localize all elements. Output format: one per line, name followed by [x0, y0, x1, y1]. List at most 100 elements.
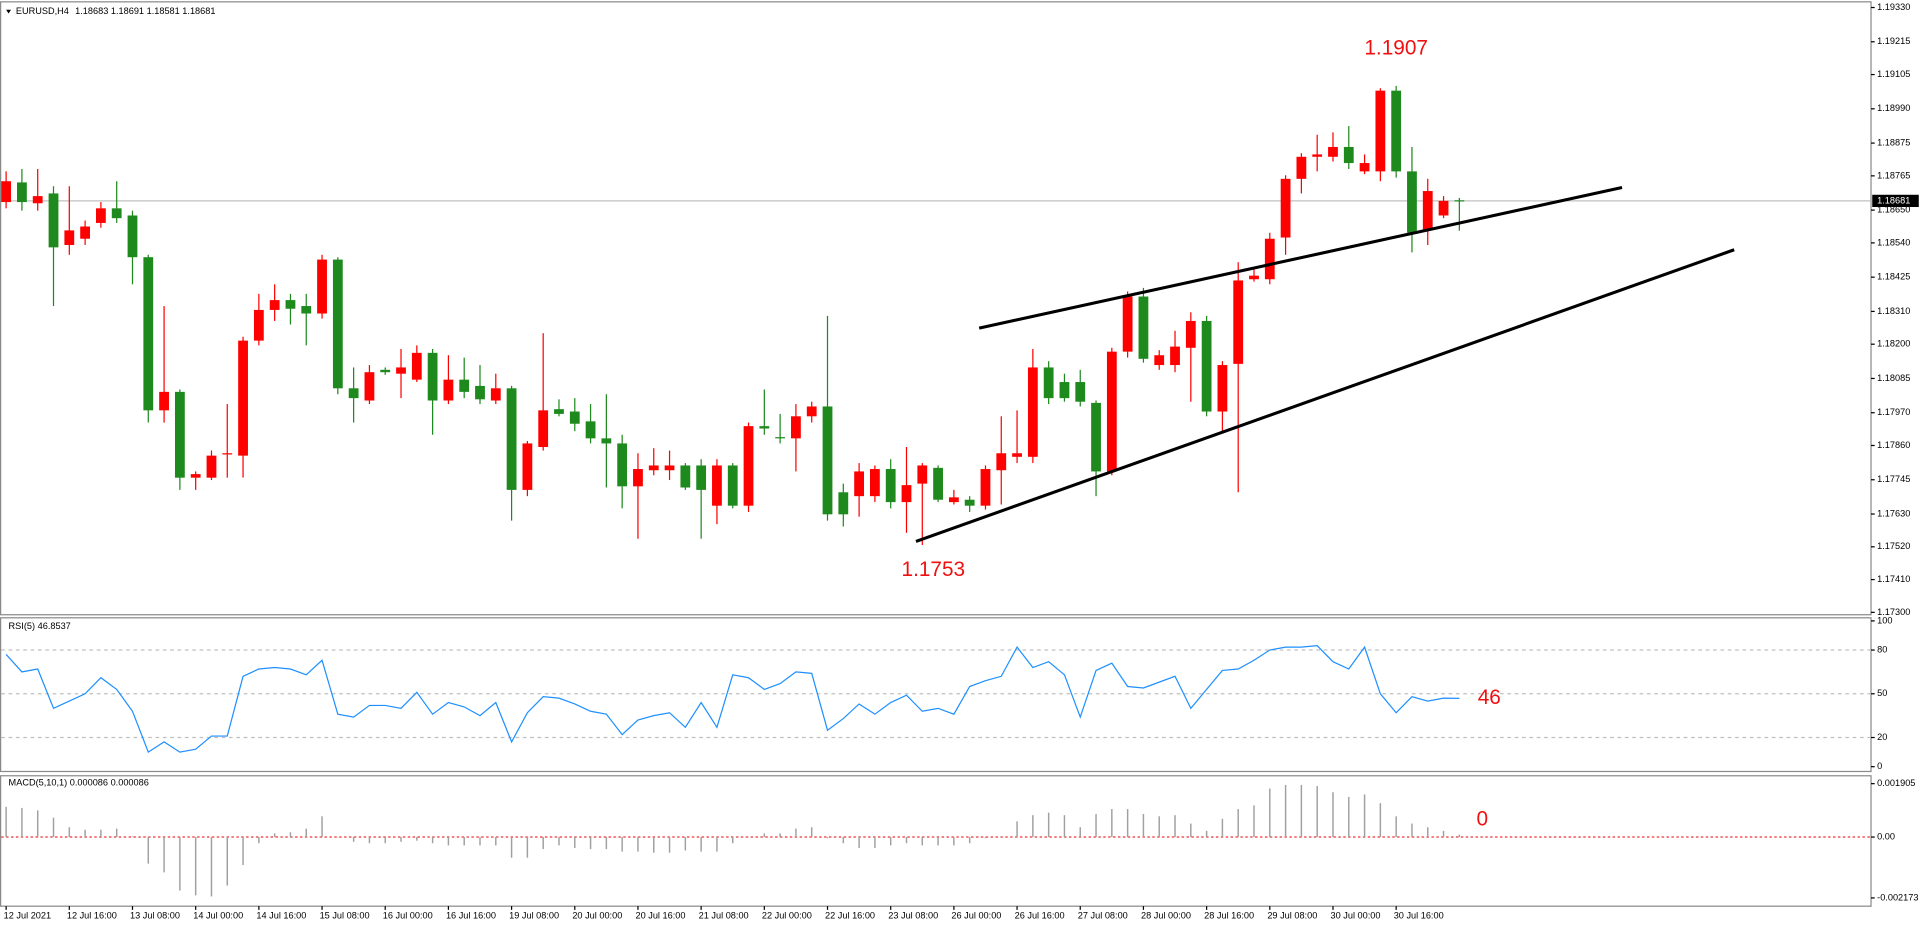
x-tick-label: 14 Jul 16:00 — [256, 910, 306, 920]
x-tick-label: 12 Jul 2021 — [4, 910, 51, 920]
x-tick-label: 22 Jul 00:00 — [762, 910, 812, 920]
y-tick-label: 0.00 — [1877, 831, 1895, 841]
candle-body — [1012, 453, 1022, 457]
rsi-header: RSI(5) 46.8537 — [9, 621, 71, 631]
candle-body — [933, 467, 943, 500]
x-tick-label: 12 Jul 16:00 — [67, 910, 117, 920]
candle-body — [554, 409, 564, 414]
candle-body — [475, 385, 485, 400]
candle-body — [1138, 296, 1149, 359]
candle-body — [1312, 154, 1323, 157]
x-tick-label: 27 Jul 08:00 — [1078, 910, 1128, 920]
candle-body — [601, 438, 612, 444]
last-high: 1.18691 — [111, 7, 144, 17]
rsi-annotation: 46 — [1478, 686, 1501, 709]
y-tick-label: 50 — [1877, 688, 1887, 698]
candle-body — [111, 208, 122, 219]
macd-pane — [0, 775, 1872, 907]
candle-body — [48, 193, 59, 248]
last-low: 1.18581 — [147, 7, 180, 17]
y-tick-label: 1.17300 — [1877, 607, 1910, 617]
y-tick-label: 1.17630 — [1877, 508, 1910, 518]
x-tick-label: 15 Jul 08:00 — [320, 910, 370, 920]
candle-body — [822, 406, 833, 515]
y-tick-label: 20 — [1877, 732, 1887, 742]
y-tick-label: 1.18085 — [1877, 373, 1910, 383]
candle-body — [901, 485, 912, 503]
candle-body — [1391, 90, 1402, 172]
candle-body — [253, 309, 264, 341]
x-tick-label: 22 Jul 16:00 — [825, 910, 875, 920]
candle-body — [838, 492, 849, 515]
candle-body — [64, 230, 75, 245]
y-tick-label: -0.002173 — [1877, 892, 1918, 902]
candle-body — [664, 465, 675, 471]
x-tick-label: 26 Jul 16:00 — [1015, 910, 1065, 920]
x-tick-label: 30 Jul 16:00 — [1394, 910, 1444, 920]
main-pane — [0, 1, 1872, 616]
x-tick-label: 28 Jul 16:00 — [1204, 910, 1254, 920]
symbol: EURUSD,H4 — [16, 7, 69, 17]
candle-body — [96, 208, 106, 223]
x-tick-label: 20 Jul 16:00 — [636, 910, 686, 920]
candle-body — [1359, 163, 1370, 172]
candle-body — [459, 379, 470, 392]
y-tick-label: 1.17410 — [1877, 574, 1910, 584]
candle-body — [301, 306, 312, 314]
y-tick-label: 1.19215 — [1877, 36, 1910, 46]
menu-arrow[interactable] — [6, 9, 12, 14]
candle-body — [1154, 355, 1165, 366]
candle-body — [1296, 156, 1307, 179]
x-tick-label: 19 Jul 08:00 — [509, 910, 559, 920]
bid-label-box — [1872, 194, 1919, 208]
candle-body — [127, 215, 138, 258]
candle-body — [1106, 351, 1117, 472]
x-tick-label: 13 Jul 08:00 — [130, 910, 180, 920]
candle-body — [727, 465, 738, 506]
candle-body — [696, 465, 707, 490]
x-tick-label: 21 Jul 08:00 — [699, 910, 749, 920]
candle-body — [1328, 146, 1338, 157]
candle-body — [285, 300, 296, 309]
candle-body — [159, 391, 169, 411]
y-tick-label: 1.17745 — [1877, 474, 1910, 484]
candle-body — [948, 497, 959, 503]
candle-body — [222, 453, 233, 455]
candle-body — [411, 352, 422, 380]
candle-body — [854, 471, 864, 497]
candle-body — [317, 259, 327, 314]
candle-body — [1201, 320, 1212, 412]
candle-body — [791, 416, 801, 439]
candle-body — [996, 453, 1007, 471]
candle-body — [1091, 402, 1101, 472]
candle-body — [1343, 146, 1354, 164]
candle-body — [1454, 200, 1465, 202]
x-tick-label: 29 Jul 08:00 — [1267, 910, 1317, 920]
y-tick-label: 0.001905 — [1877, 778, 1915, 788]
x-tick-label: 30 Jul 00:00 — [1331, 910, 1381, 920]
y-tick-label: 1.17970 — [1877, 407, 1910, 417]
trend-line — [978, 185, 1623, 330]
trend-line — [915, 248, 1735, 543]
candle-body — [1422, 191, 1433, 231]
y-tick-label: 1.19330 — [1877, 2, 1910, 12]
x-tick-label: 16 Jul 16:00 — [446, 910, 496, 920]
candle-body — [364, 372, 375, 401]
candle-body — [348, 388, 359, 399]
macd-annotation: 0 — [1476, 807, 1488, 830]
candle-body — [1185, 320, 1196, 348]
candle-body — [538, 410, 549, 447]
x-tick-label: 16 Jul 00:00 — [383, 910, 433, 920]
candle-body — [490, 388, 501, 401]
candle-body — [680, 465, 691, 488]
candle-body — [174, 391, 185, 478]
main-header: EURUSD,H4 1.18683 1.18691 1.18581 1.1868… — [16, 7, 216, 17]
candle-body — [206, 455, 217, 478]
candle-body — [396, 367, 406, 374]
candle-body — [1438, 200, 1449, 216]
candle-body — [17, 182, 27, 203]
macd-last: 0.000086 — [70, 778, 108, 788]
candle-body — [1233, 280, 1244, 364]
rsi-pane — [0, 617, 1872, 773]
